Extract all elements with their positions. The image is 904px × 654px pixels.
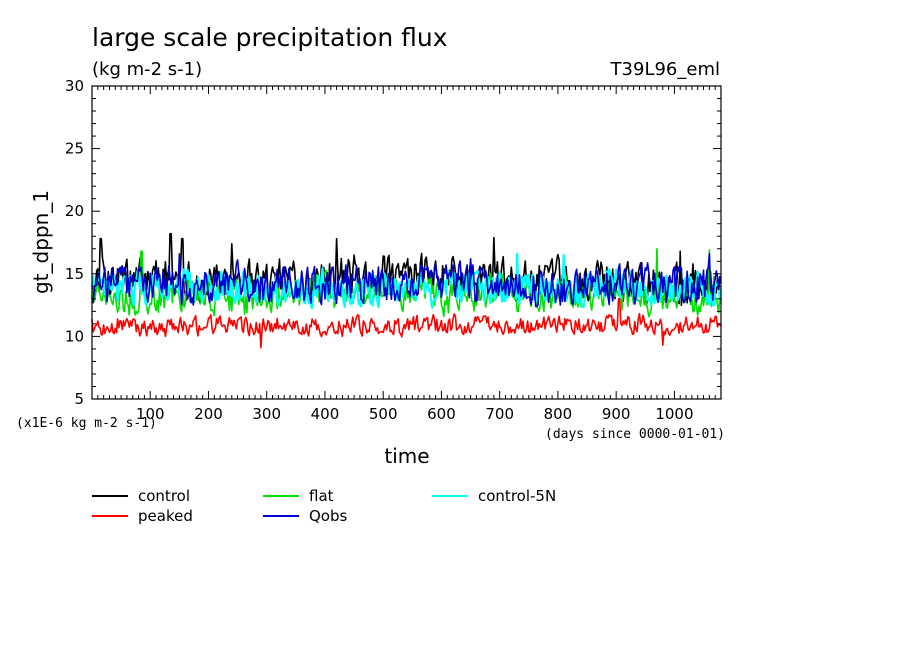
series-line-peaked — [91, 297, 722, 349]
x-unit-note: (days since 0000-01-01) — [545, 427, 725, 442]
x-tick-label: 500 — [369, 405, 398, 423]
y-tick-label: 15 — [65, 265, 84, 283]
experiment-label: T39L96_eml — [610, 59, 720, 80]
y-tick-label: 5 — [74, 390, 84, 408]
legend-label: Qobs — [309, 507, 348, 525]
y-tick-label: 20 — [65, 202, 84, 220]
plot-series — [90, 232, 722, 349]
legend-label: flat — [309, 487, 334, 505]
x-tick-label: 100 — [136, 405, 165, 423]
chart-title: large scale precipitation flux — [92, 23, 448, 52]
x-axis-label: time — [384, 444, 429, 468]
legend-label: control — [138, 487, 190, 505]
y-unit-note: (x1E-6 kg m-2 s-1) — [16, 416, 157, 431]
chart-subtitle: (kg m-2 s-1) — [92, 59, 202, 80]
x-tick-label: 1000 — [655, 405, 693, 423]
series-line-qobs — [91, 253, 722, 308]
y-axis-label: gt_dppn_1 — [29, 190, 53, 294]
plot-frame — [91, 85, 722, 400]
y-tick-label: 25 — [65, 140, 84, 158]
axis-ticks: 5 10 15 20 25 30 100 200 300 400 500 600 700 800 900 10… — [65, 77, 722, 423]
series-line-control — [91, 232, 722, 307]
y-tick-label: 30 — [65, 77, 84, 95]
x-tick-label: 700 — [485, 405, 514, 423]
x-tick-label: 200 — [194, 405, 223, 423]
x-tick-label: 900 — [602, 405, 631, 423]
x-tick-label: 600 — [427, 405, 456, 423]
x-tick-label: 300 — [252, 405, 281, 423]
legend-label: control-5N — [478, 487, 556, 505]
x-tick-label: 800 — [544, 405, 573, 423]
legend-label: peaked — [138, 507, 193, 525]
y-tick-label: 10 — [65, 327, 84, 345]
legend: control peaked flat Qobs control-5N — [92, 487, 556, 525]
x-tick-label: 400 — [311, 405, 340, 423]
